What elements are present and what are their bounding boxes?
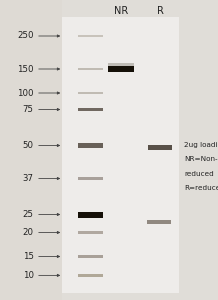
Bar bbox=[109, 66, 133, 72]
Text: 10: 10 bbox=[23, 271, 34, 280]
Bar bbox=[78, 143, 103, 148]
Bar bbox=[109, 63, 133, 66]
Bar bbox=[62, 16, 179, 292]
Bar bbox=[78, 177, 103, 180]
Bar bbox=[147, 220, 171, 224]
Bar bbox=[148, 145, 172, 150]
Bar bbox=[0, 0, 62, 300]
Text: 20: 20 bbox=[23, 228, 34, 237]
Bar bbox=[78, 231, 103, 234]
Bar bbox=[78, 274, 103, 277]
Text: 37: 37 bbox=[23, 174, 34, 183]
Text: R: R bbox=[157, 5, 164, 16]
Text: 75: 75 bbox=[23, 105, 34, 114]
Text: NR=Non-: NR=Non- bbox=[184, 156, 218, 162]
Bar bbox=[78, 34, 103, 37]
Text: 15: 15 bbox=[23, 252, 34, 261]
Bar bbox=[78, 255, 103, 258]
Text: 250: 250 bbox=[17, 32, 34, 40]
Text: R=reduced: R=reduced bbox=[184, 185, 218, 191]
Bar bbox=[78, 92, 103, 94]
Bar bbox=[78, 107, 103, 111]
Text: 150: 150 bbox=[17, 64, 34, 74]
Text: 25: 25 bbox=[23, 210, 34, 219]
Bar bbox=[78, 212, 103, 218]
Bar bbox=[179, 0, 218, 300]
Bar bbox=[78, 68, 103, 70]
Text: NR: NR bbox=[114, 5, 128, 16]
Text: 100: 100 bbox=[17, 88, 34, 98]
Text: 2ug loading: 2ug loading bbox=[184, 142, 218, 148]
Text: 50: 50 bbox=[23, 141, 34, 150]
Text: reduced: reduced bbox=[184, 171, 214, 177]
